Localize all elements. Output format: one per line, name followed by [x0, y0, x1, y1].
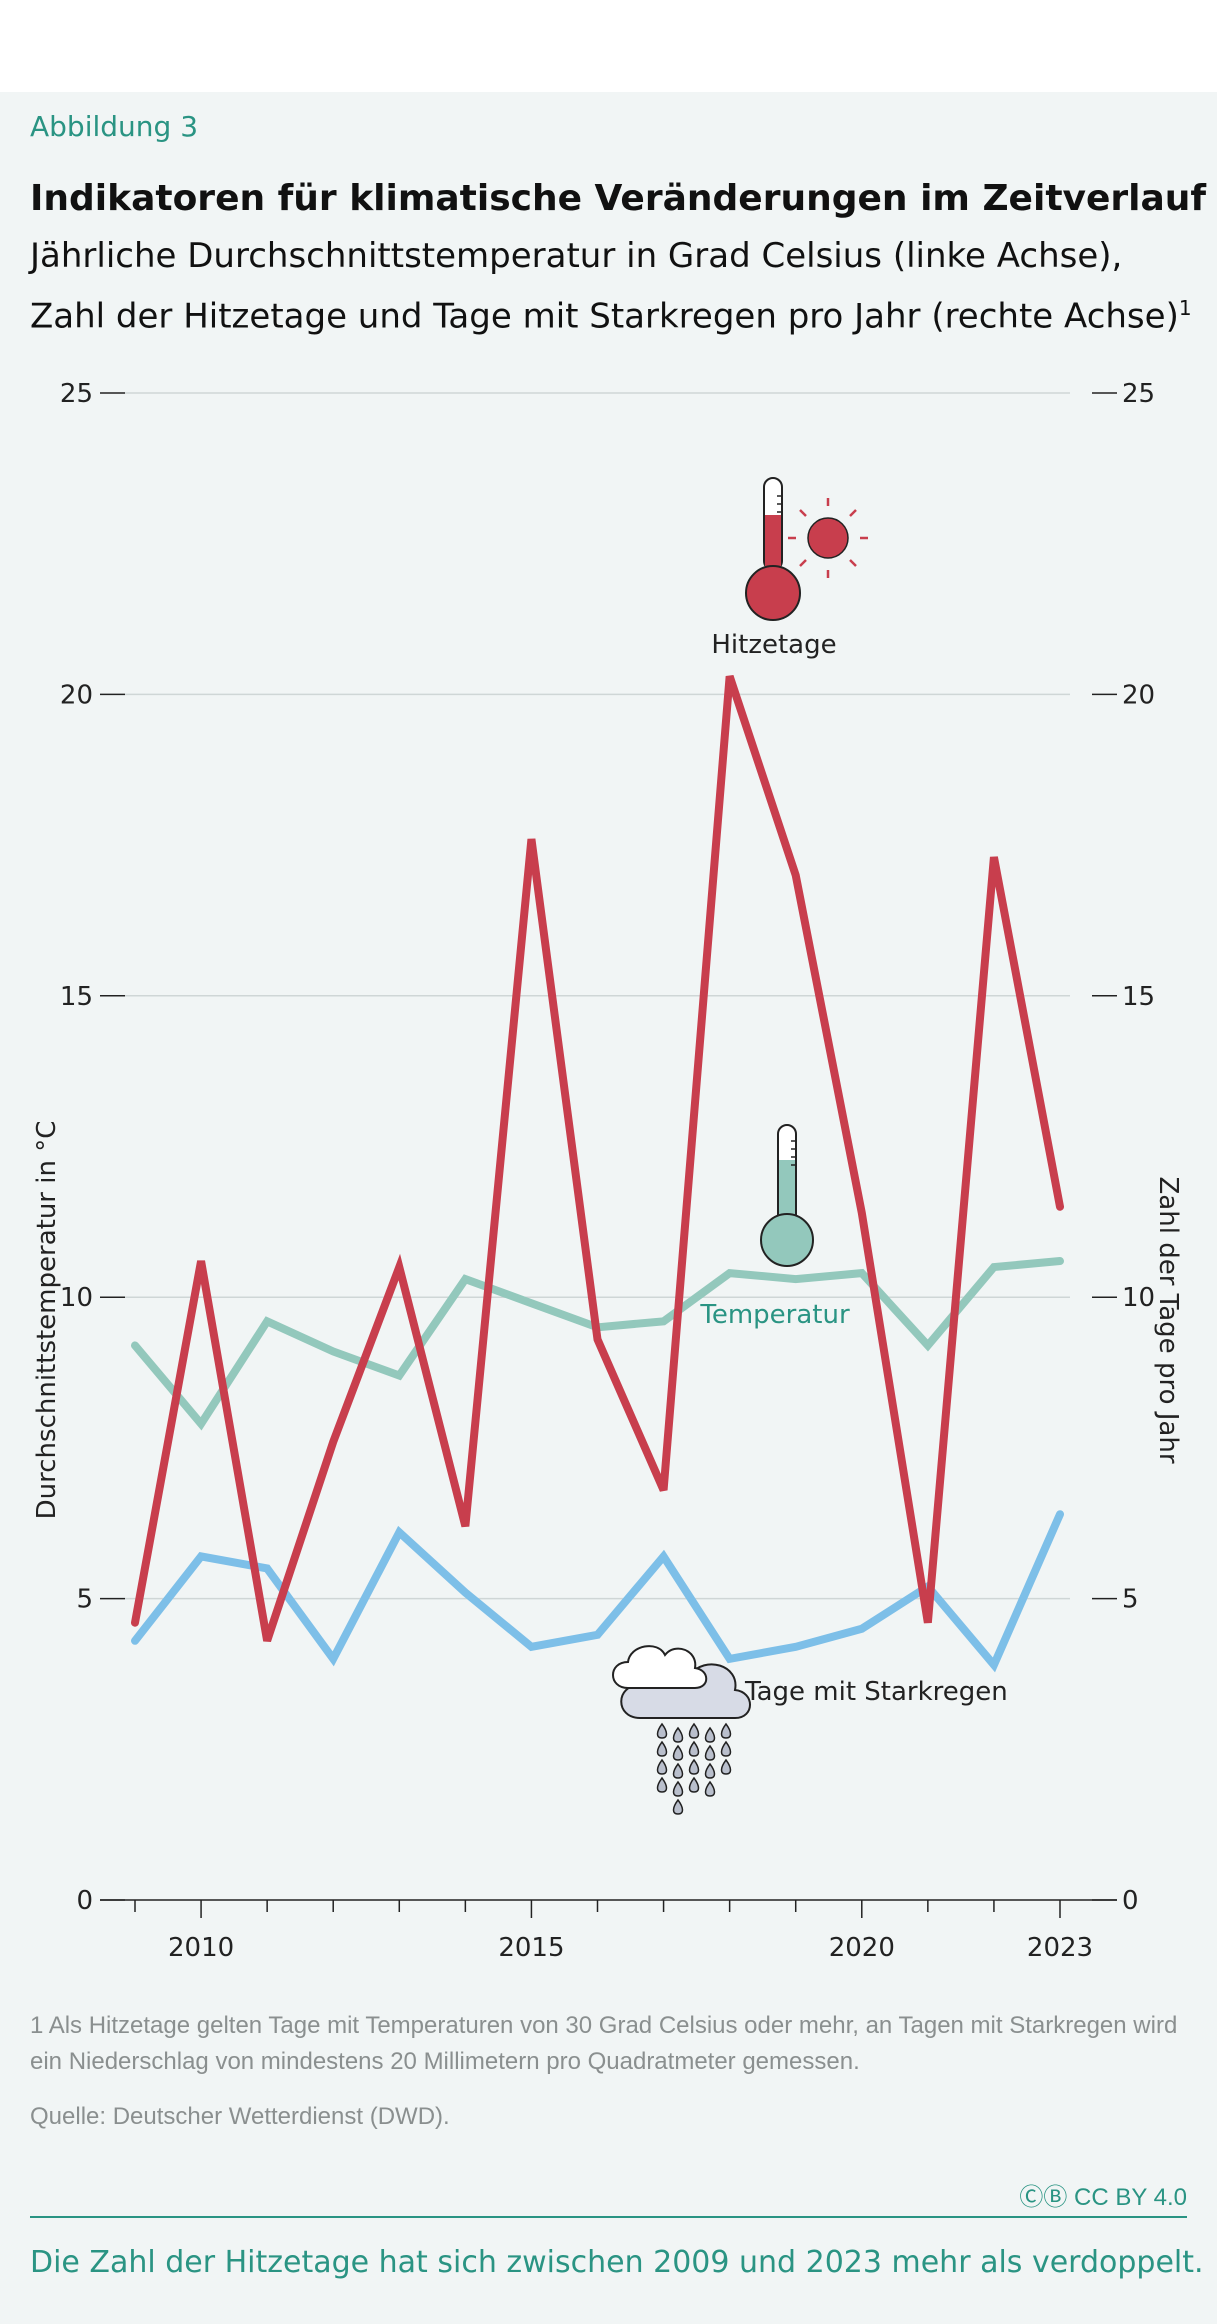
- rain-cloud-icon: [612, 1645, 751, 1815]
- right-tick-label: 0: [1122, 1886, 1139, 1916]
- rain-drop: [720, 1722, 732, 1739]
- rain-drop: [688, 1740, 700, 1757]
- grid-lines: [125, 392, 1070, 1600]
- right-tick-label: 20: [1122, 680, 1155, 710]
- left-tick-label: 20: [60, 680, 93, 710]
- series-label-heavy-rain-days: Tage mit Starkregen: [744, 1677, 1008, 1707]
- x-axis: 2010 2015 2020 2023: [100, 1899, 1117, 1963]
- license-text: CC BY 4.0: [1074, 2184, 1187, 2211]
- thermometer-sun-icon: [745, 477, 868, 621]
- left-tick-label: 25: [60, 379, 93, 409]
- rain-drop: [672, 1744, 684, 1761]
- left-tick-label: 5: [76, 1585, 93, 1615]
- rain-drop: [656, 1740, 668, 1757]
- x-tick-label: 2010: [168, 1933, 234, 1963]
- left-tick-label: 0: [76, 1886, 93, 1916]
- right-tick-label: 25: [1122, 379, 1155, 409]
- footnote: 1 Als Hitzetage gelten Tage mit Temperat…: [30, 2012, 1178, 2075]
- summary-text: Die Zahl der Hitzetage hat sich zwischen…: [30, 2245, 1204, 2280]
- left-tick-label: 15: [60, 982, 93, 1012]
- line-chart: 0 5 10 15 20 25 0 5 10 15 20 25 2010 2015 2020 2023 D…: [32, 379, 1183, 1963]
- rain-drop: [672, 1726, 684, 1743]
- rain-drop: [704, 1744, 716, 1761]
- chart-subtitle: Jährliche Durchschnittstemperatur in Gra…: [30, 230, 1200, 342]
- x-tick-label: 2015: [498, 1933, 564, 1963]
- rain-drop: [688, 1758, 700, 1775]
- right-axis: 0 5 10 15 20 25: [1092, 379, 1155, 1916]
- license-badge: ⒸⒷ CC BY 4.0: [1019, 2177, 1187, 2212]
- x-tick-label: 2023: [1027, 1933, 1093, 1963]
- subtitle-line-2: Zahl der Hitzetage und Tage mit Starkreg…: [30, 282, 1200, 342]
- right-tick-label: 10: [1122, 1283, 1155, 1313]
- footnote-mark: 1: [1178, 296, 1192, 320]
- rain-drop: [688, 1722, 700, 1739]
- rain-drop: [704, 1780, 716, 1797]
- rain-drop: [656, 1776, 668, 1793]
- y-axis-label-left: Durchschnittstemperatur in °C: [32, 1121, 62, 1520]
- rain-drop: [656, 1758, 668, 1775]
- rain-drop: [656, 1722, 668, 1739]
- figure-number: Abbildung 3: [30, 110, 199, 143]
- rain-drop: [672, 1780, 684, 1797]
- source-note: Quelle: Deutscher Wetterdienst (DWD).: [30, 2103, 450, 2130]
- thermometer-icon: [760, 1124, 814, 1267]
- cc-by-icon: ⒸⒷ: [1019, 2184, 1075, 2211]
- rain-drop: [704, 1762, 716, 1779]
- y-axis-label-right: Zahl der Tage pro Jahr: [1153, 1176, 1183, 1463]
- rain-drop: [672, 1762, 684, 1779]
- divider: [30, 2216, 1187, 2218]
- chart-title: Indikatoren für klimatische Veränderunge…: [30, 178, 1207, 219]
- series-line-2: [131, 1510, 1064, 1673]
- figure-panel: [0, 92, 1217, 2324]
- rain-drop: [704, 1726, 716, 1743]
- rain-drop: [720, 1758, 732, 1775]
- right-tick-label: 5: [1122, 1585, 1139, 1615]
- rain-drop: [672, 1798, 684, 1815]
- subtitle-line-1: Jährliche Durchschnittstemperatur in Gra…: [30, 236, 1123, 276]
- rain-drop: [688, 1776, 700, 1793]
- series-lines: [131, 675, 1064, 1673]
- rain-drop: [720, 1740, 732, 1757]
- subtitle-line-2-text: Zahl der Hitzetage und Tage mit Starkreg…: [30, 296, 1179, 337]
- left-axis: 0 5 10 15 20 25: [60, 379, 125, 1916]
- series-label-heat-days: Hitzetage: [711, 630, 836, 660]
- right-tick-label: 15: [1122, 982, 1155, 1012]
- left-tick-label: 10: [60, 1283, 93, 1313]
- series-line-1: [131, 675, 1064, 1643]
- series-label-temperature: Temperatur: [699, 1300, 850, 1330]
- x-tick-label: 2020: [829, 1933, 895, 1963]
